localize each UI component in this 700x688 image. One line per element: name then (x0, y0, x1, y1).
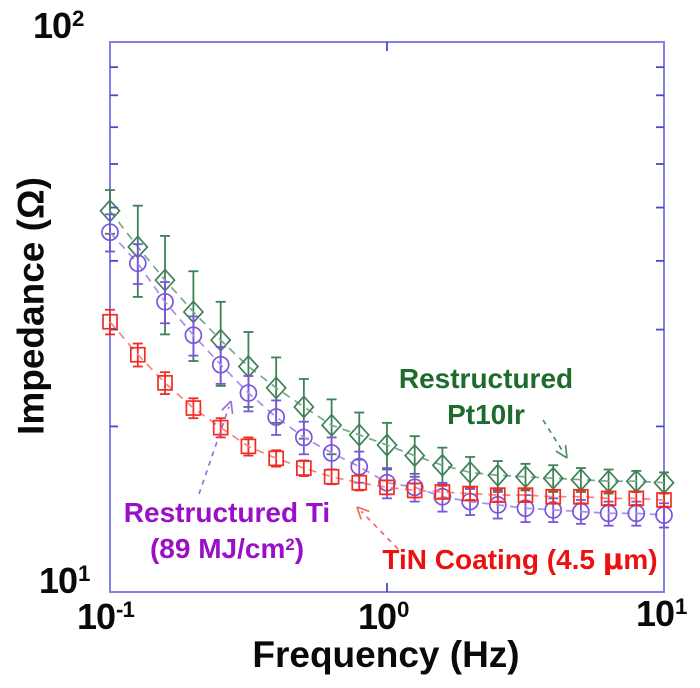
series-tin-markers (102, 313, 672, 508)
annotation-ti-line2: (89 MJ/cm2) (149, 533, 305, 564)
series-tin-line (109, 321, 665, 501)
x-tick-0p1-base: 10 (77, 596, 116, 637)
x-tick-label-0p1: 10-1 (77, 596, 135, 637)
y-tick-label-100: 102 (33, 5, 85, 46)
annotation-pt10ir: Restructured Pt10Ir (399, 361, 573, 433)
x-tick-label-1: 100 (358, 596, 410, 637)
x-tick-10-base: 10 (636, 593, 675, 634)
x-tick-1-exp: 0 (397, 596, 409, 622)
x-tick-10-exp: 1 (675, 593, 687, 619)
x-tick-1-base: 10 (358, 596, 397, 637)
y-tick-100-base: 10 (33, 5, 72, 46)
annotation-tin: TiN Coating (4.5 μm) (382, 543, 658, 576)
y-tick-label-10: 101 (39, 560, 91, 601)
mu-symbol: μ (602, 543, 624, 576)
axis-ticks (110, 42, 664, 592)
annotation-ti-line1: Restructured Ti (123, 497, 331, 528)
arrow-tin (356, 506, 399, 550)
y-tick-10-exp: 1 (78, 560, 90, 586)
y-tick-10-base: 10 (39, 560, 78, 601)
arrow-ti (198, 400, 234, 495)
y-axis-title: Impedance (Ω) (10, 177, 52, 435)
series-tin (102, 308, 672, 508)
annotation-ti: Restructured Ti (89 MJ/cm2) (124, 495, 330, 571)
y-tick-100-exp: 2 (72, 5, 84, 31)
x-tick-0p1-exp: -1 (116, 596, 135, 622)
annotation-pt10ir-line2: Pt10Ir (447, 399, 525, 430)
x-tick-label-10: 101 (636, 593, 688, 634)
arrow-pt10ir (542, 419, 568, 459)
series-pt10ir (99, 189, 675, 495)
x-axis-title: Frequency (Hz) (252, 634, 520, 675)
annotation-pt10ir-line1: Restructured (398, 363, 574, 394)
series-pt10ir-line (109, 210, 665, 484)
